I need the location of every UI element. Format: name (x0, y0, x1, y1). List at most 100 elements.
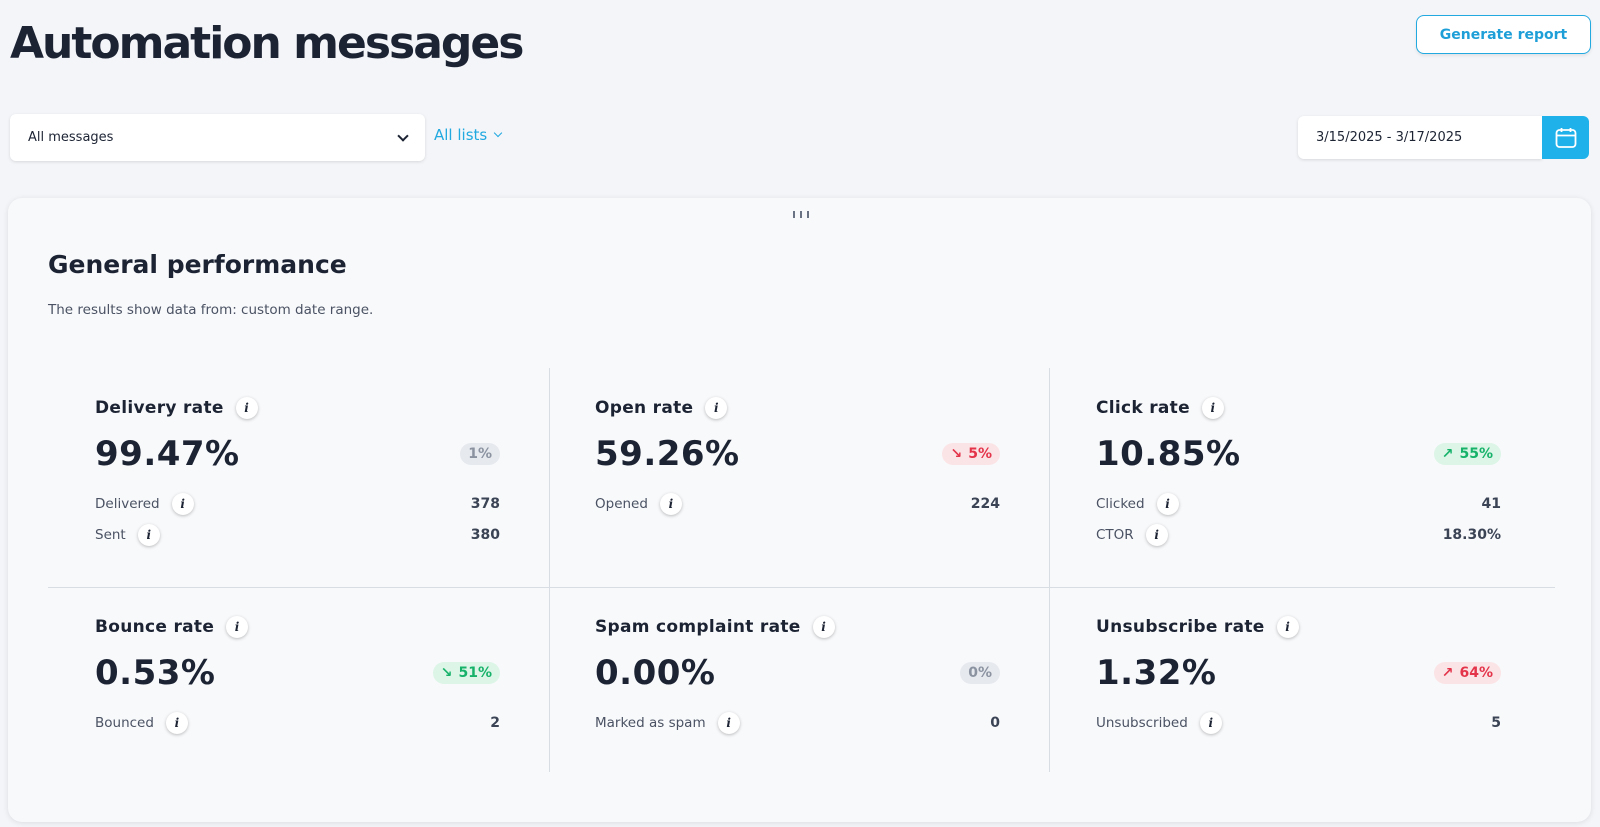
metric-value-row: 10.85% ↗ 55% (1096, 433, 1501, 475)
column-divider (549, 368, 550, 772)
detail-label: Bounced (95, 715, 154, 731)
info-icon[interactable]: i (1145, 524, 1168, 546)
drag-handle[interactable] (793, 211, 809, 221)
metric-title: Spam complaint rate i (595, 616, 1000, 638)
calendar-button[interactable] (1542, 116, 1589, 159)
lists-dropdown[interactable]: All lists (434, 126, 503, 144)
info-icon[interactable]: i (137, 524, 160, 546)
metric-value-row: 99.47% 1% (95, 433, 500, 475)
info-icon[interactable]: i (226, 616, 249, 638)
change-value: 5% (968, 446, 992, 462)
detail-value: 2 (490, 715, 500, 731)
row-divider (48, 587, 1555, 588)
metric-value: 0.53% (95, 653, 216, 693)
detail-label: Opened (595, 496, 648, 512)
detail-value: 0 (990, 715, 1000, 731)
change-value: 1% (468, 446, 492, 462)
trend-arrow-icon: ↘ (950, 446, 963, 462)
metric-details: Bounced i 2 (95, 712, 500, 734)
detail-value: 224 (970, 496, 1000, 512)
info-icon[interactable]: i (1156, 493, 1179, 515)
detail-label: Clicked (1096, 496, 1145, 512)
metric-detail-row: CTOR i 18.30% (1096, 524, 1501, 546)
info-icon[interactable]: i (1201, 397, 1224, 419)
metric-card: Spam complaint rate i 0.00% 0% Marked as spa… (595, 616, 1000, 734)
detail-label: Unsubscribed (1096, 715, 1188, 731)
detail-label: CTOR (1096, 527, 1134, 543)
metric-details: Marked as spam i 0 (595, 712, 1000, 734)
metric-value: 59.26% (595, 434, 740, 474)
metric-detail-row: Clicked i 41 (1096, 493, 1501, 515)
metric-value-row: 59.26% ↘ 5% (595, 433, 1000, 475)
change-value: 0% (968, 665, 992, 681)
trend-arrow-icon: ↗ (1441, 446, 1454, 462)
change-badge: ↗ 64% (1433, 662, 1501, 684)
metric-card: Delivery rate i 99.47% 1% Delivered i 378 Sent i… (95, 397, 500, 546)
detail-label: Sent (95, 527, 126, 543)
panel-title: General performance (48, 250, 347, 279)
detail-label-wrap: Sent i (95, 524, 160, 546)
page-title: Automation messages (10, 18, 524, 69)
metric-value: 1.32% (1096, 653, 1217, 693)
calendar-icon (1555, 127, 1576, 148)
lists-dropdown-label: All lists (434, 126, 488, 144)
change-badge: 1% (460, 443, 500, 465)
metric-label: Click rate (1096, 398, 1190, 418)
info-icon[interactable]: i (659, 493, 682, 515)
metric-title: Unsubscribe rate i (1096, 616, 1501, 638)
info-icon[interactable]: i (812, 616, 835, 638)
detail-label-wrap: CTOR i (1096, 524, 1168, 546)
metric-label: Spam complaint rate (595, 617, 801, 637)
metric-detail-row: Bounced i 2 (95, 712, 500, 734)
info-icon[interactable]: i (1276, 616, 1299, 638)
detail-label-wrap: Unsubscribed i (1096, 712, 1222, 734)
info-icon[interactable]: i (1199, 712, 1222, 734)
metric-label: Bounce rate (95, 617, 215, 637)
change-badge: 0% (960, 662, 1000, 684)
metric-detail-row: Sent i 380 (95, 524, 500, 546)
info-icon[interactable]: i (705, 397, 728, 419)
metric-card: Unsubscribe rate i 1.32% ↗ 64% Unsubscribed i 5 (1096, 616, 1501, 734)
metric-detail-row: Delivered i 378 (95, 493, 500, 515)
detail-label: Delivered (95, 496, 160, 512)
metric-detail-row: Marked as spam i 0 (595, 712, 1000, 734)
metric-title: Bounce rate i (95, 616, 500, 638)
detail-value: 18.30% (1442, 527, 1501, 543)
trend-arrow-icon: ↗ (1441, 665, 1454, 681)
metric-details: Clicked i 41 CTOR i 18.30% (1096, 493, 1501, 546)
date-range-input[interactable]: 3/15/2025 - 3/17/2025 (1298, 116, 1542, 159)
metric-card: Bounce rate i 0.53% ↘ 51% Bounced i 2 (95, 616, 500, 734)
metric-label: Unsubscribe rate (1096, 617, 1265, 637)
change-badge: ↘ 5% (942, 443, 1000, 465)
metric-details: Delivered i 378 Sent i 380 (95, 493, 500, 546)
info-icon[interactable]: i (717, 712, 740, 734)
metric-value: 10.85% (1096, 434, 1241, 474)
info-icon[interactable]: i (235, 397, 258, 419)
metric-title: Click rate i (1096, 397, 1501, 419)
change-badge: ↗ 55% (1433, 443, 1501, 465)
messages-select-value: All messages (28, 130, 114, 145)
metric-value-row: 0.00% 0% (595, 652, 1000, 694)
info-icon[interactable]: i (171, 493, 194, 515)
detail-label: Marked as spam (595, 715, 706, 731)
chevron-down-icon (493, 128, 503, 138)
metric-detail-row: Unsubscribed i 5 (1096, 712, 1501, 734)
chevron-down-icon (397, 129, 409, 142)
detail-label-wrap: Clicked i (1096, 493, 1179, 515)
detail-label-wrap: Opened i (595, 493, 682, 515)
info-icon[interactable]: i (165, 712, 188, 734)
general-performance-panel: General performance The results show dat… (8, 198, 1591, 822)
generate-report-button[interactable]: Generate report (1416, 15, 1591, 54)
detail-label-wrap: Marked as spam i (595, 712, 740, 734)
column-divider (1049, 368, 1050, 772)
metric-value-row: 1.32% ↗ 64% (1096, 652, 1501, 694)
metric-title: Delivery rate i (95, 397, 500, 419)
detail-value: 41 (1481, 496, 1501, 512)
metric-label: Open rate (595, 398, 694, 418)
change-value: 64% (1459, 665, 1493, 681)
change-badge: ↘ 51% (432, 662, 500, 684)
messages-select[interactable]: All messages (10, 114, 425, 161)
metric-value-row: 0.53% ↘ 51% (95, 652, 500, 694)
detail-label-wrap: Delivered i (95, 493, 194, 515)
metric-value: 99.47% (95, 434, 240, 474)
